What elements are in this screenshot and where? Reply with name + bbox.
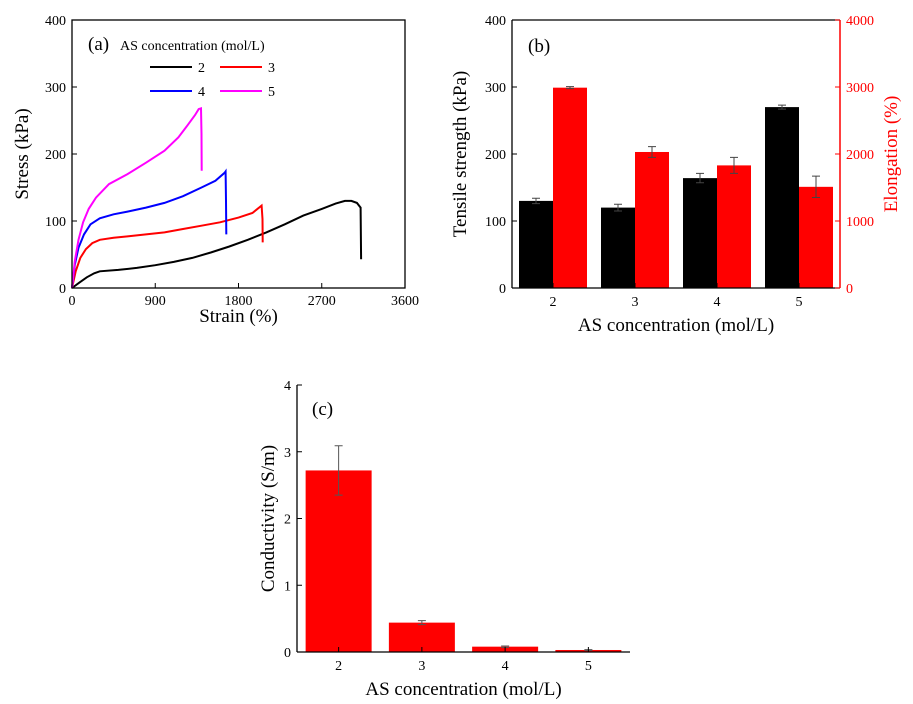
series-line-5 bbox=[71, 107, 203, 289]
y-tick-label: 300 bbox=[45, 81, 66, 96]
y-tick-label: 0 bbox=[284, 646, 291, 661]
y-tick-label: 100 bbox=[45, 215, 66, 230]
tensile-error-bar-2 bbox=[532, 197, 540, 205]
elongation-error-bar-3 bbox=[648, 146, 656, 158]
legend-label-4: 4 bbox=[198, 85, 205, 100]
elongation-error-bar-5 bbox=[812, 175, 820, 199]
y2-tick-label: 2000 bbox=[846, 148, 874, 163]
y-tick-label: 0 bbox=[59, 282, 66, 297]
y-tick-label: 200 bbox=[45, 148, 66, 163]
series-line-4 bbox=[71, 168, 228, 289]
x-tick-label: 2700 bbox=[308, 294, 336, 309]
panel-c-conductivity-chart: 2 3 4 5 0 1 2 3 4 AS concentration (mol/L) Conduct… bbox=[258, 379, 630, 700]
y2-tick-label: 0 bbox=[846, 282, 853, 297]
y-tick-label: 300 bbox=[485, 81, 506, 96]
y-tick-label: 100 bbox=[485, 215, 506, 230]
y-tick-label: 400 bbox=[485, 14, 506, 29]
x-tick-label: 2 bbox=[550, 295, 557, 310]
elongation-bar-4 bbox=[717, 165, 751, 288]
y2-tick-label: 3000 bbox=[846, 81, 874, 96]
elongation-bar-3 bbox=[635, 151, 669, 288]
tensile-bar-2 bbox=[519, 200, 553, 288]
y-axis-title: Stress (kPa) bbox=[12, 108, 33, 199]
conductivity-error-bar-3 bbox=[417, 620, 426, 626]
panel-label: (b) bbox=[528, 36, 550, 57]
x-tick-label: 3600 bbox=[391, 294, 419, 309]
y-tick-label: 200 bbox=[485, 148, 506, 163]
x-tick-label: 2 bbox=[335, 659, 342, 674]
y-tick-label: 4 bbox=[284, 379, 291, 394]
elongation-error-bar-4 bbox=[730, 156, 738, 174]
x-tick-label: 4 bbox=[714, 295, 721, 310]
tensile-bar-3 bbox=[601, 207, 635, 288]
panel-a-stress-strain-chart: 0 900 1800 2700 3600 0 100 200 300 400 Strain (%) S… bbox=[12, 14, 419, 327]
x-axis-title: Strain (%) bbox=[199, 306, 278, 327]
x-tick-label: 4 bbox=[502, 659, 509, 674]
y-tick-label: 2 bbox=[284, 513, 291, 528]
tensile-error-bar-4 bbox=[696, 172, 704, 184]
x-tick-label: 5 bbox=[796, 295, 803, 310]
panel-label: (c) bbox=[312, 399, 333, 420]
y2-tick-label: 4000 bbox=[846, 14, 874, 29]
y2-tick-label: 1000 bbox=[846, 215, 874, 230]
y2-axis-title: Elongation (%) bbox=[881, 96, 902, 213]
elongation-bar-2 bbox=[553, 87, 587, 288]
plot-frame bbox=[71, 19, 406, 289]
x-tick-label: 0 bbox=[69, 294, 76, 309]
panel-label: (a) bbox=[88, 34, 109, 55]
conductivity-error-bar-2 bbox=[334, 445, 343, 496]
y-tick-label: 400 bbox=[45, 14, 66, 29]
x-axis-title: AS concentration (mol/L) bbox=[365, 679, 561, 700]
tensile-error-bar-3 bbox=[614, 203, 622, 212]
x-tick-label: 3 bbox=[632, 295, 639, 310]
elongation-bar-5 bbox=[799, 186, 833, 288]
x-tick-label: 5 bbox=[585, 659, 592, 674]
y-axis-title: Tensile strength (kPa) bbox=[450, 71, 471, 237]
tensile-error-bar-5 bbox=[778, 104, 786, 110]
y-axis-title: Conductivity (S/m) bbox=[258, 445, 279, 592]
series-line-2 bbox=[71, 199, 363, 289]
series-line-3 bbox=[71, 203, 264, 289]
x-axis-title: AS concentration (mol/L) bbox=[578, 315, 774, 336]
y-tick-label: 3 bbox=[284, 446, 291, 461]
tensile-bar-5 bbox=[765, 107, 799, 288]
conductivity-bar-2 bbox=[305, 470, 372, 652]
legend-title: AS concentration (mol/L) bbox=[120, 39, 265, 54]
x-tick-label: 900 bbox=[145, 294, 166, 309]
x-tick-label: 3 bbox=[418, 659, 425, 674]
legend-label-2: 2 bbox=[198, 61, 205, 76]
x-tick-label: 1800 bbox=[225, 294, 253, 309]
tensile-bar-4 bbox=[683, 178, 717, 288]
legend-label-3: 3 bbox=[268, 61, 275, 76]
legend-label-5: 5 bbox=[268, 85, 275, 100]
y-tick-label: 0 bbox=[499, 282, 506, 297]
elongation-error-bar-2 bbox=[566, 86, 574, 90]
y-tick-label: 1 bbox=[284, 579, 291, 594]
